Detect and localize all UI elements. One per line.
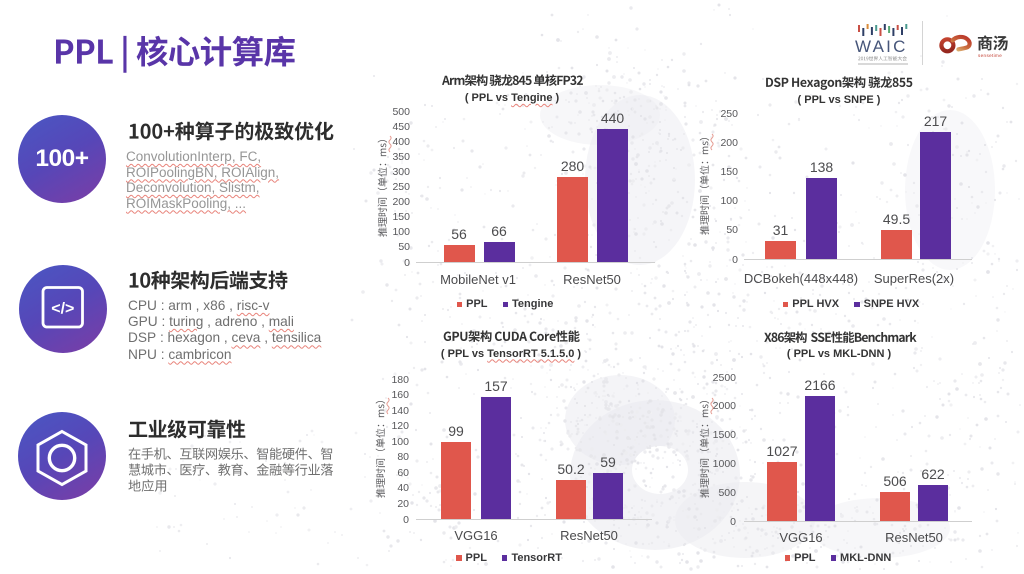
svg-text:</>: </> xyxy=(51,301,74,318)
